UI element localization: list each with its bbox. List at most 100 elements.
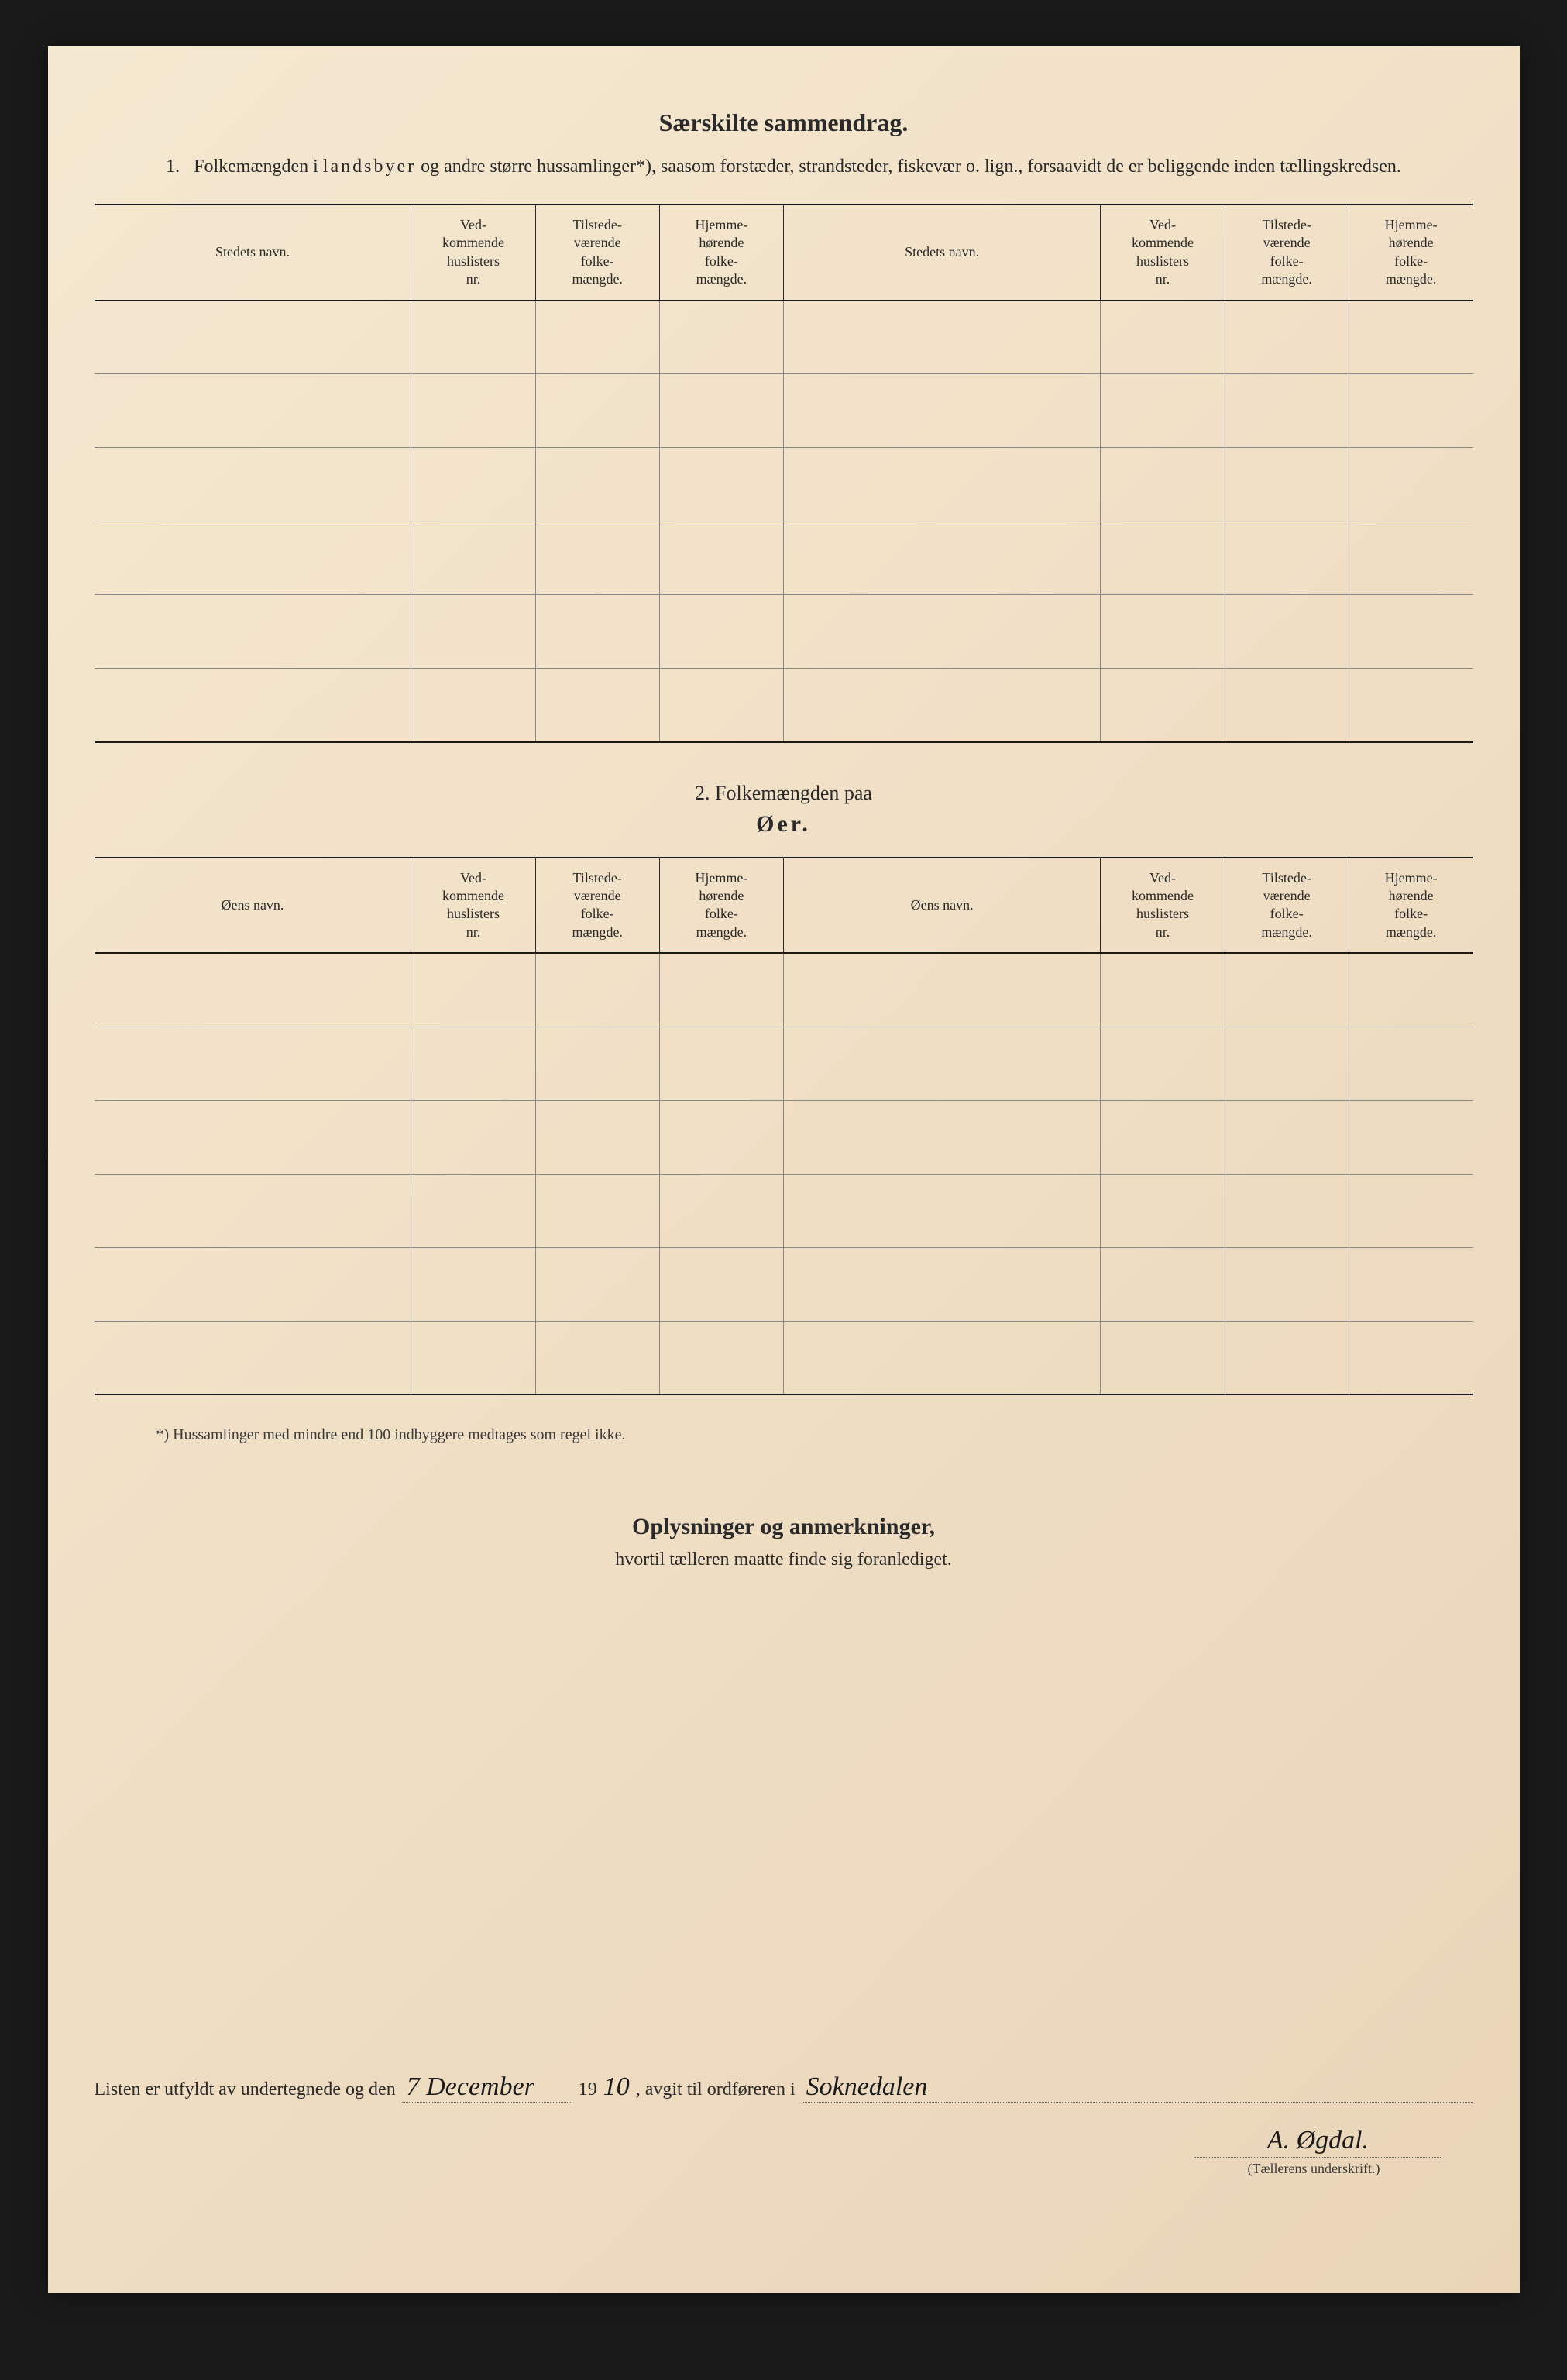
table-cell: [535, 1247, 659, 1321]
table-cell: [1349, 1027, 1472, 1100]
notes-subtitle: hvortil tælleren maatte finde sig foranl…: [95, 1549, 1473, 1570]
table-cell: [783, 1100, 1100, 1174]
table-cell: [1349, 595, 1472, 669]
table-cell: [1101, 374, 1225, 448]
table-cell: [659, 953, 783, 1027]
table-cell: [95, 448, 411, 521]
table-cell: [1349, 1174, 1472, 1247]
table-cell: [659, 301, 783, 374]
table-cell: [659, 448, 783, 521]
section2-title: Øer.: [95, 811, 1473, 837]
table-cell: [1101, 1027, 1225, 1100]
table-cell: [1349, 669, 1472, 742]
table-cell: [659, 1174, 783, 1247]
table-row: [95, 1027, 1473, 1100]
table-cell: [535, 1321, 659, 1395]
table-cell: [411, 953, 535, 1027]
table-cell: [783, 953, 1100, 1027]
table-row: [95, 1247, 1473, 1321]
table-cell: [1225, 1321, 1349, 1395]
table-cell: [1101, 448, 1225, 521]
table-cell: [535, 448, 659, 521]
table-cell: [535, 595, 659, 669]
table-row: [95, 1100, 1473, 1174]
section1-intro: 1. Folkemængden i landsbyer og andre stø…: [95, 153, 1473, 181]
document-page: Særskilte sammendrag. 1. Folkemængden i …: [48, 46, 1520, 2293]
table-cell: [95, 521, 411, 595]
table-cell: [659, 521, 783, 595]
th-huslisters-left: Ved- kommende huslisters nr.: [411, 205, 535, 301]
table-cell: [659, 669, 783, 742]
th-name-right: Stedets navn.: [783, 205, 1100, 301]
table-cell: [95, 1247, 411, 1321]
table-cell: [1101, 1100, 1225, 1174]
th-hjemme-right: Hjemme- hørende folke- mængde.: [1349, 205, 1472, 301]
table-cell: [1101, 521, 1225, 595]
table-cell: [1101, 1247, 1225, 1321]
notes-title: Oplysninger og anmerkninger,: [95, 1514, 1473, 1540]
table-cell: [1225, 1174, 1349, 1247]
table-cell: [1349, 1100, 1472, 1174]
table-cell: [659, 374, 783, 448]
th2-huslisters-right: Ved- kommende huslisters nr.: [1101, 858, 1225, 954]
table-cell: [659, 595, 783, 669]
table-cell: [95, 301, 411, 374]
table-cell: [1225, 1100, 1349, 1174]
table-cell: [783, 521, 1100, 595]
table-cell: [95, 669, 411, 742]
table-cell: [411, 1247, 535, 1321]
table-cell: [411, 1027, 535, 1100]
table-cell: [1349, 301, 1472, 374]
table-cell: [659, 1321, 783, 1395]
table-row: [95, 374, 1473, 448]
table-row: [95, 1174, 1473, 1247]
th-huslisters-right: Ved- kommende huslisters nr.: [1101, 205, 1225, 301]
table-cell: [535, 1027, 659, 1100]
table-cell: [1225, 669, 1349, 742]
table-cell: [411, 301, 535, 374]
table-cell: [535, 521, 659, 595]
table-cell: [411, 1174, 535, 1247]
table-cell: [783, 301, 1100, 374]
table-cell: [535, 669, 659, 742]
table-cell: [659, 1027, 783, 1100]
table-cell: [95, 953, 411, 1027]
table-cell: [1101, 669, 1225, 742]
signature-line: Listen er utfyldt av undertegnede og den…: [95, 2072, 1473, 2103]
th-tilstede-right: Tilstede- værende folke- mængde.: [1225, 205, 1349, 301]
table-cell: [1349, 374, 1472, 448]
table-cell: [1101, 595, 1225, 669]
table-cell: [659, 1100, 783, 1174]
table-cell: [1101, 301, 1225, 374]
table-cell: [411, 669, 535, 742]
table-cell: [1225, 1247, 1349, 1321]
table-cell: [411, 1100, 535, 1174]
table-cell: [1225, 448, 1349, 521]
table-row: [95, 595, 1473, 669]
table-cell: [1349, 448, 1472, 521]
th2-hjemme-left: Hjemme- hørende folke- mængde.: [659, 858, 783, 954]
table-row: [95, 1321, 1473, 1395]
th-name-left: Stedets navn.: [95, 205, 411, 301]
table-cell: [659, 1247, 783, 1321]
table-cell: [783, 448, 1100, 521]
table-cell: [1101, 953, 1225, 1027]
table-row: [95, 521, 1473, 595]
table-cell: [95, 1321, 411, 1395]
table2-body: [95, 953, 1473, 1395]
table-row: [95, 953, 1473, 1027]
date-handwritten: 7 December: [402, 2072, 572, 2103]
table-cell: [1225, 953, 1349, 1027]
table-cell: [1349, 953, 1472, 1027]
table-cell: [783, 669, 1100, 742]
table-cell: [95, 1027, 411, 1100]
table-cell: [411, 1321, 535, 1395]
table-cell: [783, 1174, 1100, 1247]
table-cell: [1225, 595, 1349, 669]
table-cell: [1349, 521, 1472, 595]
signature-name: A. Øgdal.: [1194, 2126, 1442, 2158]
table-cell: [411, 595, 535, 669]
table-row: [95, 301, 1473, 374]
signature-area: Listen er utfyldt av undertegnede og den…: [95, 2072, 1473, 2177]
th2-tilstede-right: Tilstede- værende folke- mængde.: [1225, 858, 1349, 954]
